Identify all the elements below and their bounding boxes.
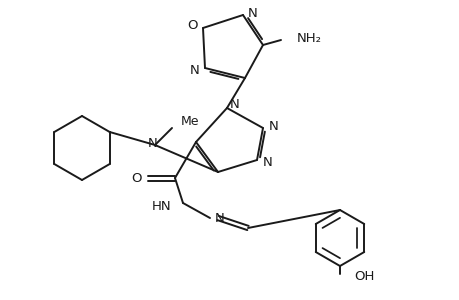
Text: N: N <box>230 98 239 110</box>
Text: N: N <box>263 155 272 169</box>
Text: Me: Me <box>180 115 199 128</box>
Text: OH: OH <box>353 269 374 283</box>
Text: O: O <box>187 19 197 32</box>
Text: NH₂: NH₂ <box>297 32 321 44</box>
Text: N: N <box>214 212 224 224</box>
Text: N: N <box>247 7 257 20</box>
Text: HN: HN <box>151 200 171 214</box>
Text: N: N <box>148 136 157 149</box>
Text: O: O <box>131 172 142 184</box>
Text: N: N <box>190 64 200 76</box>
Text: N: N <box>269 119 278 133</box>
